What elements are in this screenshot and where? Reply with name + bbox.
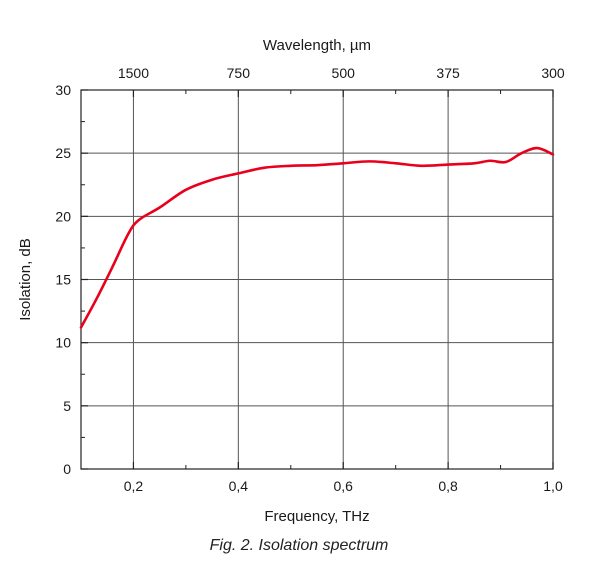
top-axis-label: Wavelength, µm: [263, 37, 371, 54]
y-tick-label: 10: [55, 335, 71, 351]
x-tick-label: 0,2: [124, 478, 144, 494]
top-tick-label: 300: [541, 65, 565, 81]
x-tick-label: 0,6: [333, 478, 353, 494]
y-tick-label: 0: [63, 461, 71, 477]
y-tick-label: 30: [55, 82, 71, 98]
top-tick-label: 375: [436, 65, 460, 81]
x-tick-label: 1,0: [543, 478, 563, 494]
y-tick-label: 5: [63, 398, 71, 414]
tick-labels: 0,2 0,4 0,6 0,8 1,0 0 5 10 15 20 25 30 1500 750 500 375…: [55, 65, 564, 494]
x-tick-label: 0,4: [229, 478, 249, 494]
top-tick-label: 500: [332, 65, 356, 81]
top-tick-label: 750: [227, 65, 251, 81]
x-axis-label: Frequency, THz: [264, 508, 369, 525]
y-tick-label: 25: [55, 145, 71, 161]
top-tick-label: 1500: [118, 65, 149, 81]
x-tick-label: 0,8: [438, 478, 458, 494]
grid-lines: [81, 90, 553, 469]
y-axis-label: Isolation, dB: [17, 238, 34, 321]
isolation-chart: 0,2 0,4 0,6 0,8 1,0 0 5 10 15 20 25 30 1500 750 500 375…: [17, 37, 565, 525]
axis-ticks: [81, 89, 554, 470]
y-tick-label: 15: [55, 272, 71, 288]
y-tick-label: 20: [55, 208, 71, 224]
isolation-series-line: [79, 146, 555, 329]
figure-caption: Fig. 2. Isolation spectrum: [209, 537, 389, 554]
